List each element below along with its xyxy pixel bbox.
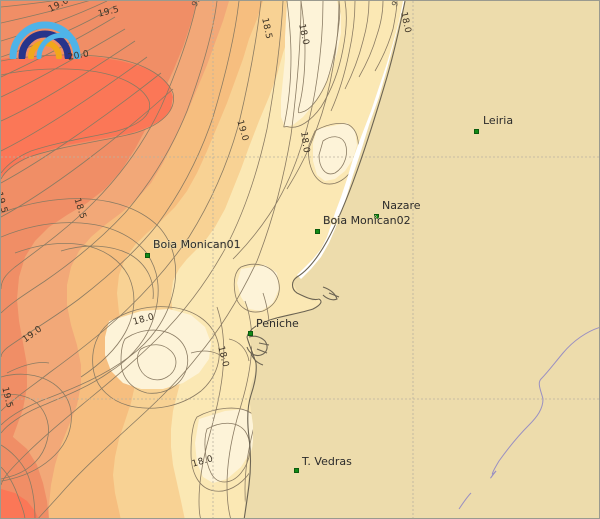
- station-marker-boia-monican02[interactable]: [315, 229, 320, 234]
- contour-lines: [1, 1, 398, 518]
- rivers: [458, 327, 599, 510]
- station-marker-peniche[interactable]: [248, 331, 253, 336]
- station-marker-t-vedras[interactable]: [294, 468, 299, 473]
- coastline: [243, 1, 406, 518]
- station-marker-boia-monican01[interactable]: [145, 253, 150, 258]
- station-marker-nazare[interactable]: [374, 214, 379, 219]
- station-marker-leiria[interactable]: [474, 129, 479, 134]
- rainbow-logo[interactable]: [9, 13, 81, 59]
